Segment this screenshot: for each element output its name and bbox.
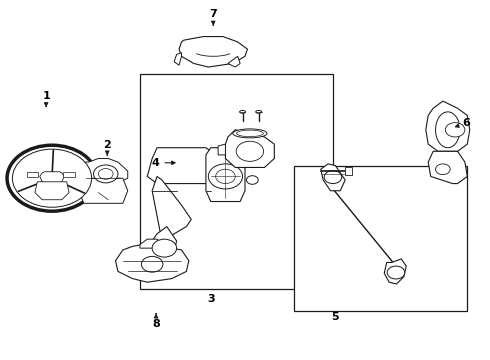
Polygon shape — [228, 56, 240, 67]
Polygon shape — [79, 178, 128, 203]
Ellipse shape — [436, 112, 460, 148]
Polygon shape — [225, 130, 274, 167]
Circle shape — [216, 169, 235, 184]
Text: 7: 7 — [209, 9, 217, 25]
Polygon shape — [428, 151, 467, 184]
Bar — [63, 172, 75, 177]
Ellipse shape — [237, 130, 263, 136]
Polygon shape — [40, 172, 64, 184]
Text: 5: 5 — [332, 312, 339, 322]
Bar — [140, 74, 333, 289]
Circle shape — [98, 168, 113, 179]
Circle shape — [44, 172, 60, 184]
Polygon shape — [345, 167, 352, 175]
Circle shape — [445, 123, 465, 137]
Circle shape — [208, 164, 243, 189]
Text: 8: 8 — [152, 314, 160, 329]
Text: 1: 1 — [42, 91, 50, 107]
Polygon shape — [179, 37, 247, 67]
Circle shape — [246, 176, 258, 184]
Polygon shape — [35, 182, 69, 200]
Text: 2: 2 — [103, 140, 111, 156]
Circle shape — [236, 141, 264, 161]
Circle shape — [7, 145, 97, 211]
Polygon shape — [206, 148, 245, 202]
Polygon shape — [140, 239, 164, 248]
Text: 6: 6 — [456, 118, 470, 128]
Polygon shape — [321, 164, 345, 191]
Text: 3: 3 — [207, 294, 215, 305]
Bar — [294, 166, 467, 311]
Polygon shape — [426, 101, 470, 151]
Polygon shape — [174, 53, 181, 65]
Polygon shape — [116, 244, 189, 282]
Circle shape — [142, 256, 163, 272]
Circle shape — [94, 165, 118, 183]
Ellipse shape — [233, 129, 267, 138]
Circle shape — [12, 149, 92, 207]
Polygon shape — [384, 259, 406, 284]
Polygon shape — [152, 176, 191, 241]
Text: 4: 4 — [151, 158, 175, 168]
Bar — [26, 172, 38, 177]
Polygon shape — [218, 144, 225, 155]
Polygon shape — [79, 158, 128, 185]
Polygon shape — [152, 226, 176, 262]
Ellipse shape — [240, 111, 245, 113]
Circle shape — [152, 239, 176, 257]
Circle shape — [387, 266, 405, 279]
Circle shape — [436, 164, 450, 175]
Ellipse shape — [256, 111, 262, 113]
Circle shape — [324, 171, 342, 184]
Polygon shape — [147, 148, 216, 184]
